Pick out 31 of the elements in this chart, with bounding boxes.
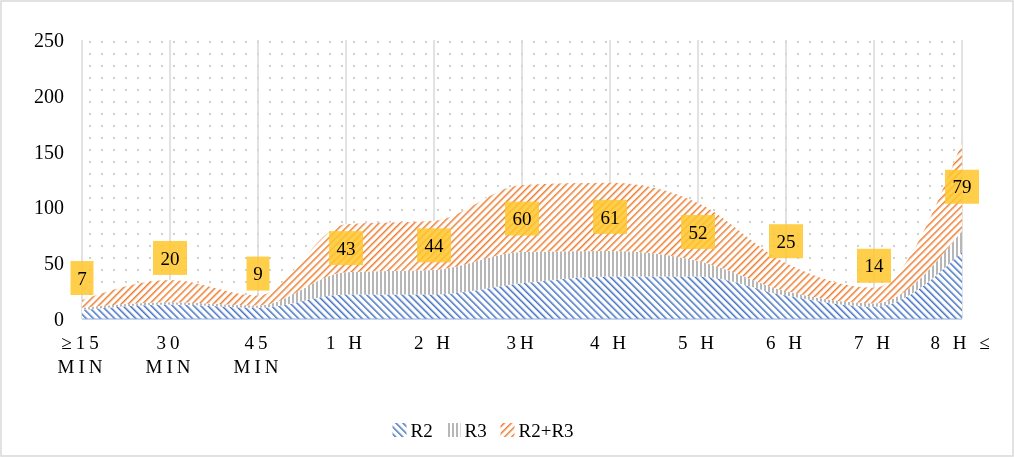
- data-label: 44: [424, 234, 444, 256]
- x-tick-label: ≥15 MIN: [57, 332, 107, 377]
- data-label: 25: [776, 230, 796, 252]
- y-tick-label: 50: [44, 252, 64, 275]
- data-label: 7: [77, 267, 87, 289]
- x-tick-label: 1 H: [326, 332, 366, 353]
- y-tick-label: 250: [34, 29, 64, 51]
- y-tick-label: 0: [54, 308, 64, 330]
- data-label: 20: [160, 247, 180, 269]
- x-tick-label: 8 H ≤: [930, 332, 994, 353]
- data-label: 9: [253, 263, 263, 285]
- legend-label: R3: [464, 419, 487, 441]
- x-tick-label: 6 H: [766, 332, 806, 353]
- x-tick-label: 45 MIN: [233, 332, 283, 377]
- data-label: 14: [864, 255, 884, 277]
- legend-label: R2: [410, 419, 433, 441]
- data-label: 60: [512, 208, 532, 230]
- x-tick-label: 4 H: [590, 332, 630, 353]
- data-label: 61: [600, 206, 620, 228]
- data-label: 79: [952, 176, 972, 198]
- x-tick-label: 2 H: [414, 332, 454, 353]
- x-tick-label: 7 H: [854, 332, 894, 353]
- y-tick-label: 150: [34, 140, 64, 163]
- data-label: 43: [336, 237, 356, 259]
- x-tick-label: 5 H: [678, 332, 718, 353]
- x-tick-label: 30 MIN: [145, 332, 195, 377]
- x-tick-label: 3H: [506, 332, 538, 353]
- y-tick-label: 200: [34, 84, 64, 107]
- legend-label: R2+R3: [518, 419, 574, 441]
- y-tick-label: 100: [34, 196, 64, 219]
- data-label: 52: [688, 221, 708, 243]
